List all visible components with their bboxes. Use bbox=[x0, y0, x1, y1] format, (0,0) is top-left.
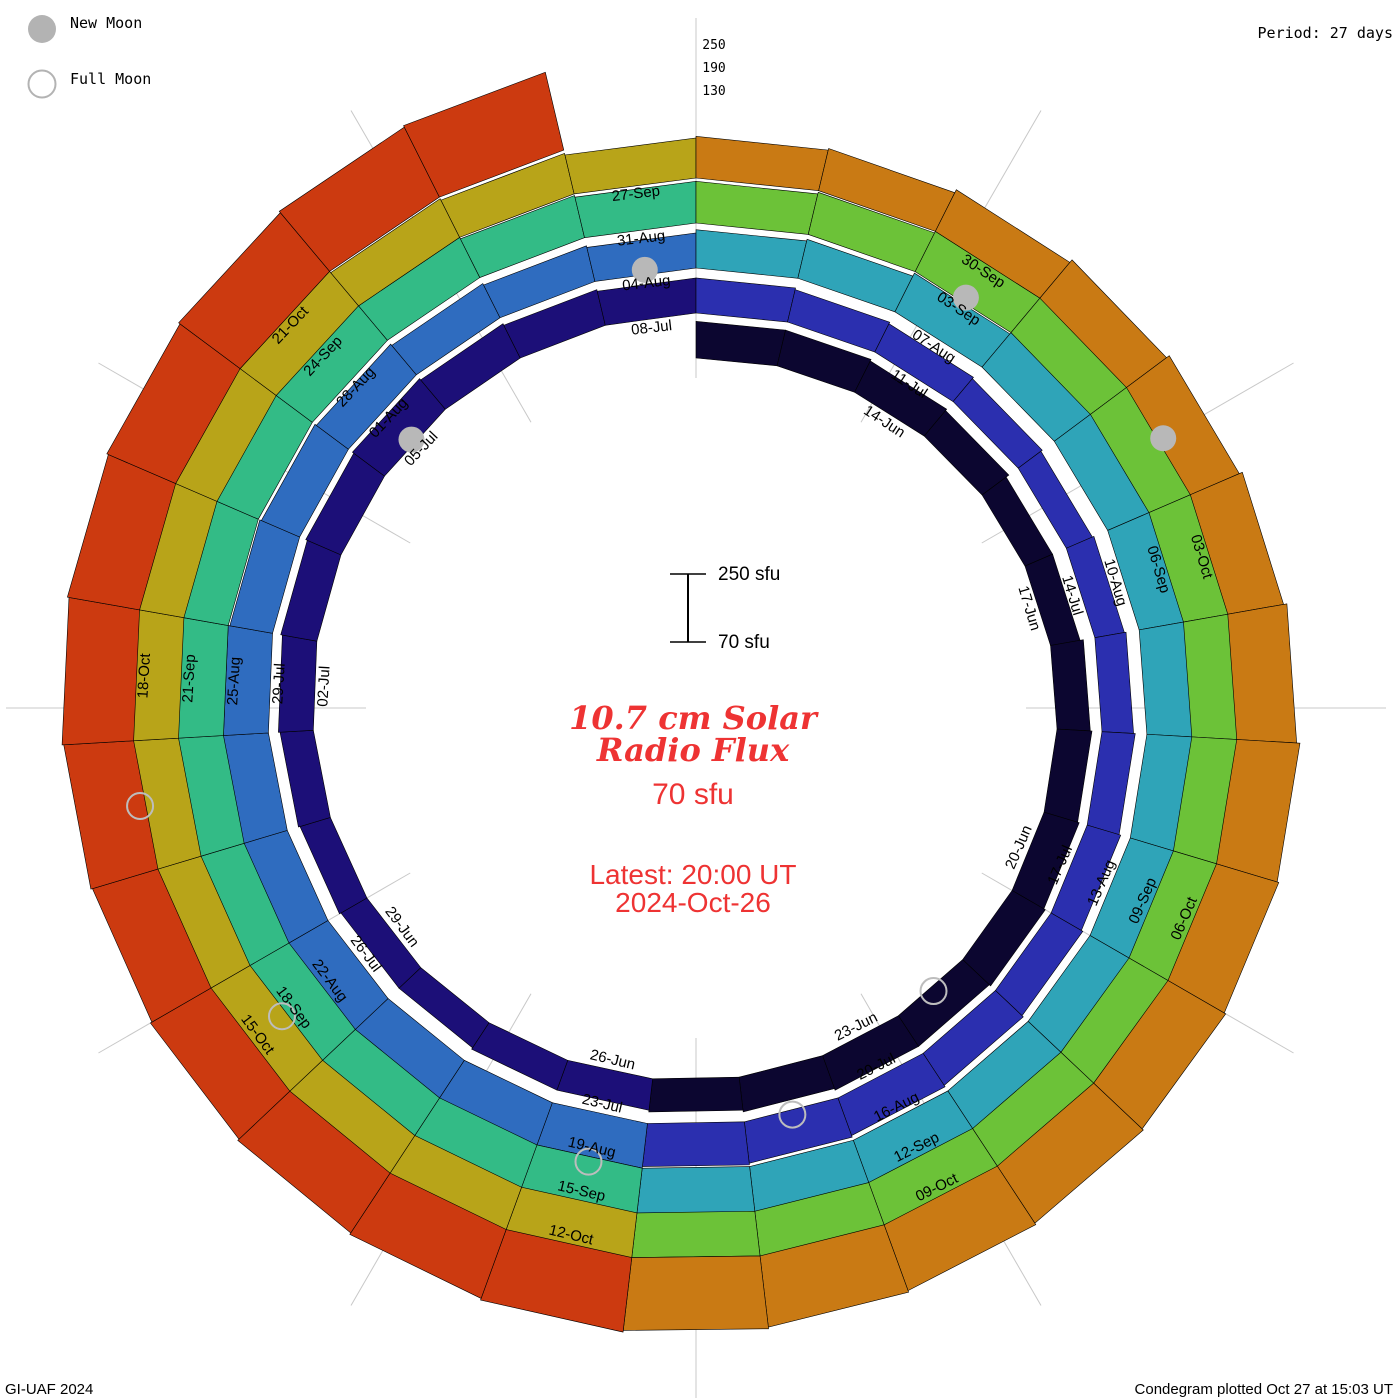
flux-bar bbox=[738, 1055, 835, 1113]
flux-bar bbox=[822, 1015, 919, 1091]
flux-bar bbox=[480, 1229, 633, 1333]
new-moon-legend-icon bbox=[28, 15, 56, 43]
flux-bar bbox=[695, 321, 786, 367]
flux-bar bbox=[229, 519, 300, 634]
scale-bar-bottom-label: 70 sfu bbox=[718, 632, 770, 653]
flux-bar bbox=[1227, 603, 1297, 744]
flux-bar bbox=[631, 1210, 761, 1258]
radial-scale-label-130: 130 bbox=[702, 84, 725, 99]
date-label: 31-Aug bbox=[616, 227, 666, 250]
new-moon-marker bbox=[952, 284, 979, 311]
flux-bar bbox=[695, 181, 819, 235]
full-moon-legend-label: Full Moon bbox=[70, 70, 151, 88]
plotted-timestamp: Condegram plotted Oct 27 at 15:03 UT bbox=[1135, 1381, 1393, 1398]
date-label: 08-Jul bbox=[630, 317, 673, 339]
flux-bar bbox=[420, 323, 521, 410]
flux-bar bbox=[695, 136, 829, 191]
flux-bar bbox=[642, 1121, 750, 1167]
flux-bar bbox=[874, 323, 974, 402]
flux-bar bbox=[1043, 728, 1093, 823]
scale-bar bbox=[670, 573, 706, 643]
new-moon-marker bbox=[1150, 425, 1177, 452]
flux-bar bbox=[695, 229, 808, 279]
credit-label: GI-UAF 2024 bbox=[5, 1381, 93, 1398]
flux-bar bbox=[61, 597, 140, 746]
latest-date-label: 2024-Oct-26 bbox=[615, 887, 771, 918]
flux-bar bbox=[1094, 631, 1134, 734]
full-moon-marker bbox=[267, 1002, 296, 1031]
flux-bar bbox=[440, 152, 575, 238]
flux-bar bbox=[923, 410, 1010, 496]
flux-bar bbox=[459, 195, 585, 278]
scale-bar-top-label: 250 sfu bbox=[718, 564, 780, 585]
date-label: 21-Sep bbox=[179, 654, 199, 703]
full-moon-legend-icon bbox=[27, 69, 57, 99]
flux-bar bbox=[237, 1090, 391, 1234]
flux-bar bbox=[636, 1166, 756, 1219]
latest-time-label: Latest: 20:00 UT bbox=[589, 859, 796, 890]
radial-scale-label-250: 250 bbox=[702, 38, 725, 53]
new-moon-legend-label: New Moon bbox=[70, 14, 142, 32]
full-moon-marker bbox=[126, 792, 155, 821]
flux-bar bbox=[330, 198, 461, 307]
moon-markers bbox=[126, 256, 1177, 1176]
flux-bar bbox=[695, 277, 796, 323]
flux-bar bbox=[1050, 639, 1091, 732]
period-label: Period: 27 days bbox=[1258, 24, 1393, 42]
full-moon-marker bbox=[574, 1147, 603, 1176]
flux-bar bbox=[854, 360, 948, 437]
date-label: 25-Aug bbox=[224, 656, 244, 705]
date-label: 18-Oct bbox=[134, 652, 154, 699]
full-moon-marker bbox=[778, 1100, 807, 1129]
flux-bar bbox=[391, 283, 501, 376]
date-label: 04-Aug bbox=[621, 272, 671, 295]
flux-bar bbox=[503, 289, 606, 359]
flux-bar bbox=[952, 378, 1043, 469]
flux-bar bbox=[279, 729, 331, 828]
new-moon-marker bbox=[398, 426, 425, 453]
flux-bar bbox=[962, 890, 1046, 987]
flux-bar bbox=[349, 1172, 507, 1299]
flux-bar bbox=[149, 987, 291, 1140]
flux-bar bbox=[1086, 731, 1136, 836]
date-label: 02-Jul bbox=[314, 665, 333, 707]
flux-bar bbox=[483, 245, 596, 319]
flux-bar bbox=[787, 289, 891, 353]
full-moon-marker bbox=[919, 977, 948, 1006]
radial-scale-label-190: 190 bbox=[702, 61, 725, 76]
flux-bar bbox=[776, 329, 872, 393]
flux-bar bbox=[351, 378, 446, 477]
flux-bar bbox=[260, 423, 349, 538]
flux-bars bbox=[61, 71, 1301, 1333]
date-label: 27-Sep bbox=[611, 183, 661, 206]
flux-bar bbox=[403, 71, 565, 198]
date-label: 29-Jul bbox=[269, 663, 288, 705]
flux-bar bbox=[471, 1022, 569, 1091]
flux-bar bbox=[315, 343, 417, 450]
flux-bar bbox=[648, 1076, 744, 1113]
new-moon-marker bbox=[631, 256, 658, 283]
chart-title: 10.7 cm Solar Radio Flux bbox=[569, 699, 819, 769]
center-level-label: 70 sfu bbox=[652, 778, 734, 811]
flux-bar bbox=[622, 1255, 769, 1331]
